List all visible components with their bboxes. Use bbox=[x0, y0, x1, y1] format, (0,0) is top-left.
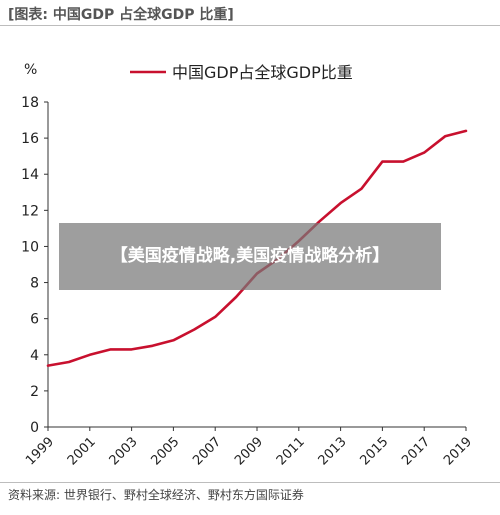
x-tick-label: 2009 bbox=[232, 434, 266, 468]
y-tick-label: 18 bbox=[21, 95, 39, 111]
x-tick-label: 2017 bbox=[399, 434, 433, 468]
y-tick-label: 10 bbox=[21, 239, 39, 255]
y-tick-label: 4 bbox=[30, 348, 39, 364]
legend-label: 中国GDP占全球GDP比重 bbox=[172, 63, 353, 82]
x-tick-label: 2011 bbox=[274, 434, 308, 468]
overlay-text: 【美国疫情战略,美国疫情战略分析】 bbox=[110, 246, 390, 266]
x-tick-label: 1999 bbox=[23, 434, 57, 468]
y-tick-label: 2 bbox=[30, 384, 39, 400]
x-tick-label: 2005 bbox=[148, 434, 182, 468]
y-tick-label: 0 bbox=[30, 420, 39, 436]
source-note: 资料来源: 世界银行、野村全球经济、野村东方国际证券 bbox=[8, 488, 304, 502]
y-tick-label: 12 bbox=[21, 203, 39, 219]
x-tick-label: 2003 bbox=[107, 434, 141, 468]
y-tick-label: 6 bbox=[30, 312, 39, 328]
legend: 中国GDP占全球GDP比重 bbox=[130, 63, 353, 82]
x-tick-label: 2007 bbox=[190, 434, 224, 468]
y-tick-label: 16 bbox=[21, 131, 39, 147]
x-tick-label: 2013 bbox=[316, 434, 350, 468]
x-tick-label: 2019 bbox=[441, 434, 475, 468]
bottom-rule bbox=[0, 482, 500, 483]
title-overlay-banner: 【美国疫情战略,美国疫情战略分析】 bbox=[59, 223, 441, 290]
axes bbox=[44, 101, 467, 431]
y-tick-label: 8 bbox=[30, 276, 39, 292]
chart-caption: [图表: 中国GDP 占全球GDP 比重] bbox=[8, 7, 234, 23]
y-axis-unit: % bbox=[24, 62, 37, 78]
x-tick-label: 2001 bbox=[65, 434, 99, 468]
y-tick-label: 14 bbox=[21, 167, 39, 183]
top-rule bbox=[0, 25, 500, 26]
x-tick-label: 2015 bbox=[357, 434, 391, 468]
